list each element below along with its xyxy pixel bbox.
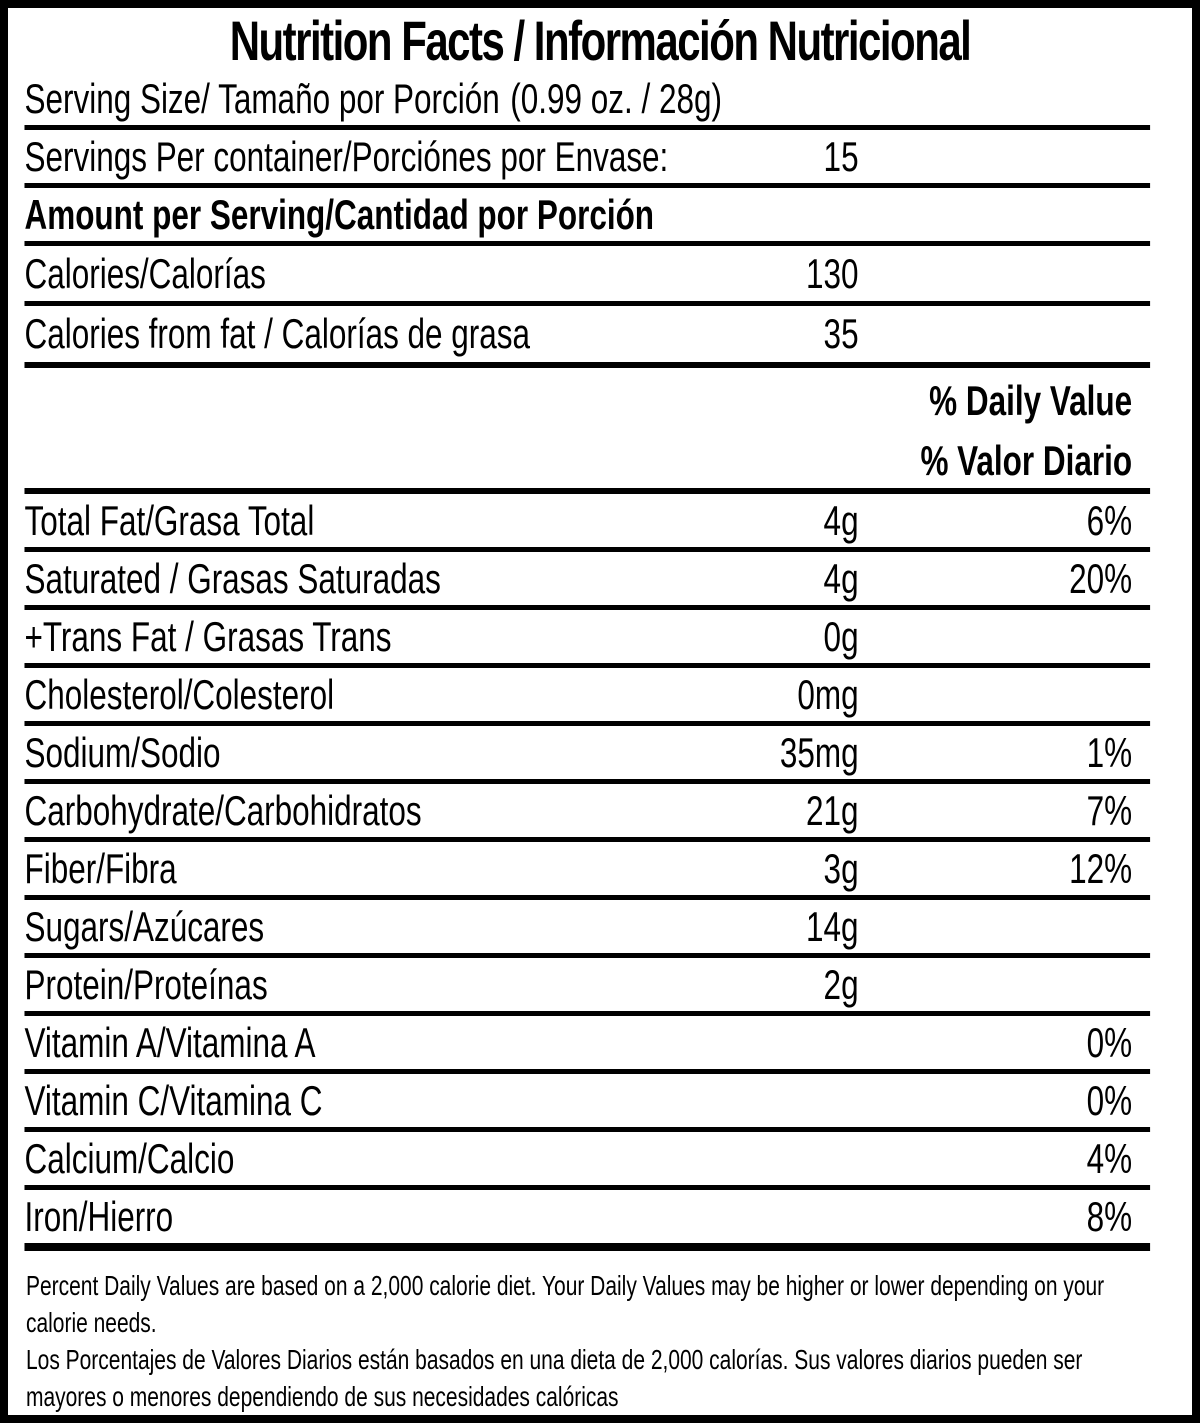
calories-from-fat-value: 35 — [823, 310, 859, 357]
calories-label: Calories/Calorías — [24, 249, 266, 297]
nutrient-row-sugars: Sugars/Azúcares 14g — [8, 900, 1192, 953]
nutrient-dv: 0% — [1086, 1018, 1133, 1066]
amount-per-serving-heading-row: Amount per Serving/Cantidad por Porción — [8, 188, 1192, 241]
nutrient-label: Total Fat/Grasa Total — [24, 496, 315, 544]
nutrient-amount: 3g — [823, 844, 859, 892]
calories-from-fat-label: Calories from fat / Calorías de grasa — [24, 310, 531, 357]
separator — [24, 547, 1151, 552]
nutrient-dv: 1% — [1086, 728, 1133, 776]
nutrient-label: Protein/Proteínas — [24, 960, 268, 1008]
serving-size-row: Serving Size/ Tamaño por Porción (0.99 o… — [8, 72, 1192, 125]
nutrient-label: Vitamin C/Vitamina C — [24, 1076, 323, 1124]
nutrient-label: Fiber/Fibra — [24, 844, 177, 892]
separator — [24, 1243, 1151, 1251]
nutrient-row-iron: Iron/Hierro 8% — [8, 1190, 1192, 1243]
nutrient-dv: 4% — [1086, 1134, 1133, 1182]
nutrient-row-protein: Protein/Proteínas 2g — [8, 958, 1192, 1011]
nutrient-dv: 0% — [1086, 1076, 1133, 1124]
calories-value: 130 — [806, 249, 859, 297]
nutrient-amount: 4g — [823, 496, 859, 544]
separator — [24, 895, 1151, 900]
footnote: Percent Daily Values are based on a 2,00… — [8, 1251, 1192, 1415]
nutrient-dv: 8% — [1086, 1192, 1133, 1240]
nutrient-label: +Trans Fat / Grasas Trans — [24, 612, 392, 660]
daily-value-heading-block: % Daily Value % Valor Diario — [8, 368, 1192, 488]
nutrient-label: Sodium/Sodio — [24, 728, 221, 776]
separator — [24, 183, 1151, 188]
label-title: Nutrition Facts / Información Nutriciona… — [229, 8, 972, 72]
calories-row: Calories/Calorías 130 — [8, 246, 1192, 301]
daily-value-heading-en: % Daily Value — [929, 377, 1133, 424]
separator — [24, 605, 1151, 610]
nutrient-row-carbohydrate: Carbohydrate/Carbohidratos 21g 7% — [8, 784, 1192, 837]
separator — [24, 241, 1151, 246]
separator — [24, 362, 1151, 368]
separator — [24, 953, 1151, 958]
separator — [24, 301, 1151, 306]
serving-size-label: Serving Size/ Tamaño por Porción — [24, 74, 500, 122]
nutrient-label: Cholesterol/Colesterol — [24, 670, 335, 718]
nutrient-dv: 12% — [1069, 844, 1133, 892]
amount-per-serving-heading: Amount per Serving/Cantidad por Porción — [24, 190, 655, 238]
nutrient-row-cholesterol: Cholesterol/Colesterol 0mg — [8, 668, 1192, 721]
footnote-es: Los Porcentajes de Valores Diarios están… — [25, 1344, 1083, 1412]
separator — [24, 1069, 1151, 1074]
separator — [24, 663, 1151, 668]
nutrient-amount: 0g — [823, 612, 859, 660]
nutrient-row-trans-fat: +Trans Fat / Grasas Trans 0g — [8, 610, 1192, 663]
separator — [24, 125, 1151, 130]
servings-per-container-label: Servings Per container/Porciónes por Env… — [24, 132, 669, 180]
nutrient-amount: 2g — [823, 960, 859, 1008]
nutrient-amount: 14g — [806, 902, 859, 950]
servings-per-container-row: Servings Per container/Porciónes por Env… — [8, 130, 1192, 183]
nutrient-amount: 0mg — [797, 670, 859, 718]
nutrient-dv: 6% — [1086, 496, 1133, 544]
daily-value-heading-es: % Valor Diario — [920, 437, 1133, 484]
nutrient-amount: 35mg — [779, 728, 859, 776]
separator — [24, 837, 1151, 842]
nutrient-label: Sugars/Azúcares — [24, 902, 265, 950]
nutrient-amount: 21g — [806, 786, 859, 834]
nutrient-row-total-fat: Total Fat/Grasa Total 4g 6% — [8, 494, 1192, 547]
nutrient-label: Saturated / Grasas Saturadas — [24, 554, 441, 602]
separator — [24, 488, 1151, 494]
calories-from-fat-row: Calories from fat / Calorías de grasa 35 — [8, 306, 1192, 362]
separator — [24, 1127, 1151, 1132]
footnote-en: Percent Daily Values are based on a 2,00… — [25, 1270, 1105, 1338]
nutrient-label: Iron/Hierro — [24, 1192, 174, 1240]
nutrient-row-saturated-fat: Saturated / Grasas Saturadas 4g 20% — [8, 552, 1192, 605]
serving-size-value: (0.99 oz. / 28g) — [510, 74, 722, 122]
nutrient-row-fiber: Fiber/Fibra 3g 12% — [8, 842, 1192, 895]
nutrient-amount: 4g — [823, 554, 859, 602]
nutrient-row-vitamin-c: Vitamin C/Vitamina C 0% — [8, 1074, 1192, 1127]
nutrient-dv: 20% — [1069, 554, 1133, 602]
servings-per-container-value: 15 — [823, 132, 859, 180]
nutrient-row-vitamin-a: Vitamin A/Vitamina A 0% — [8, 1016, 1192, 1069]
nutrient-row-sodium: Sodium/Sodio 35mg 1% — [8, 726, 1192, 779]
label-content: Nutrition Facts / Información Nutriciona… — [8, 8, 1192, 1415]
nutrient-dv: 7% — [1086, 786, 1133, 834]
nutrient-label: Calcium/Calcio — [24, 1134, 235, 1182]
separator — [24, 1011, 1151, 1016]
separator — [24, 779, 1151, 784]
nutrient-label: Carbohydrate/Carbohidratos — [24, 786, 422, 834]
separator — [24, 1185, 1151, 1190]
nutrient-label: Vitamin A/Vitamina A — [24, 1018, 316, 1066]
separator — [24, 721, 1151, 726]
nutrient-row-calcium: Calcium/Calcio 4% — [8, 1132, 1192, 1185]
